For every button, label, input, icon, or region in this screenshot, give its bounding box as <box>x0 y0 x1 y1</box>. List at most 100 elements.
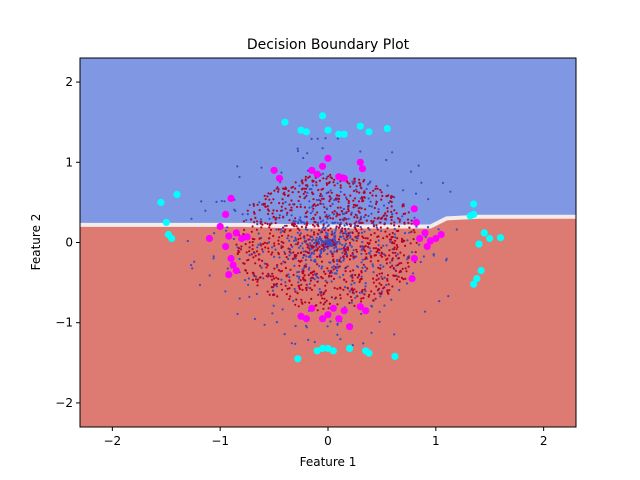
data-point <box>319 194 322 198</box>
data-point <box>305 215 308 218</box>
data-point <box>355 220 358 223</box>
data-point <box>315 236 318 239</box>
data-point <box>270 278 274 281</box>
data-point <box>378 320 381 323</box>
data-point <box>347 217 350 220</box>
data-point <box>339 180 342 183</box>
data-point <box>358 178 361 181</box>
data-point <box>375 194 378 197</box>
data-point <box>403 232 407 235</box>
data-point <box>380 275 383 278</box>
data-point <box>284 207 287 210</box>
data-point <box>304 212 307 215</box>
data-point <box>339 260 343 264</box>
data-point <box>233 208 236 211</box>
data-point <box>288 287 291 290</box>
data-point <box>298 284 301 287</box>
data-point <box>386 210 389 213</box>
data-point <box>267 247 270 250</box>
data-point <box>251 271 254 274</box>
highlight-point <box>365 349 373 357</box>
data-point <box>245 251 248 254</box>
highlight-point <box>225 271 233 279</box>
data-point <box>262 250 265 253</box>
data-point <box>252 204 255 207</box>
data-point <box>329 250 332 253</box>
data-point <box>346 198 349 201</box>
data-point <box>372 277 375 280</box>
data-point <box>309 287 312 290</box>
data-point <box>354 235 357 238</box>
data-point <box>246 272 249 275</box>
data-point <box>238 297 241 300</box>
data-point <box>335 272 338 275</box>
data-point <box>288 203 291 206</box>
data-point <box>355 290 358 293</box>
data-point <box>334 296 337 299</box>
data-point <box>259 218 263 221</box>
data-point <box>385 258 388 261</box>
highlight-point <box>358 165 367 173</box>
data-point <box>322 203 325 206</box>
data-point <box>402 278 405 281</box>
data-point <box>353 281 356 285</box>
data-point <box>315 184 318 187</box>
highlight-point <box>229 261 237 269</box>
data-point <box>340 230 343 233</box>
data-point <box>365 256 368 259</box>
highlight-point <box>302 315 310 323</box>
data-point <box>339 206 342 209</box>
data-point <box>342 232 345 235</box>
data-point <box>334 240 337 243</box>
data-point <box>296 252 300 255</box>
data-point <box>321 147 324 150</box>
data-point <box>272 198 275 201</box>
data-point <box>363 216 366 219</box>
data-point <box>342 219 345 222</box>
data-point <box>270 201 273 204</box>
data-point <box>328 181 331 184</box>
data-point <box>272 304 275 307</box>
data-point <box>290 199 293 202</box>
data-point <box>302 278 305 281</box>
data-point <box>298 184 301 187</box>
data-point <box>385 244 388 247</box>
data-point <box>373 217 376 220</box>
data-point <box>240 245 243 248</box>
data-point <box>331 240 335 243</box>
data-point <box>204 209 207 212</box>
data-point <box>345 236 348 239</box>
data-point <box>419 260 422 264</box>
data-point <box>251 244 254 247</box>
data-point <box>346 181 349 184</box>
data-point <box>395 212 398 215</box>
data-point <box>296 275 299 278</box>
data-point <box>262 242 265 245</box>
data-point <box>383 304 386 307</box>
data-point <box>313 225 316 228</box>
data-point <box>369 180 372 183</box>
data-point <box>277 251 280 254</box>
data-point <box>253 221 256 224</box>
data-point <box>326 236 329 239</box>
data-point <box>303 197 306 200</box>
data-point <box>335 194 338 197</box>
data-point <box>274 221 277 225</box>
data-point <box>367 245 370 248</box>
highlight-point <box>319 162 327 170</box>
data-point <box>394 236 397 239</box>
data-point <box>412 229 415 232</box>
data-point <box>273 189 276 192</box>
data-point <box>371 265 375 268</box>
data-point <box>349 254 352 257</box>
data-point <box>283 224 286 227</box>
data-point <box>293 287 296 291</box>
data-point <box>256 223 259 226</box>
data-point <box>379 254 382 257</box>
data-point <box>260 244 263 247</box>
data-point <box>378 272 381 275</box>
data-point <box>300 283 303 286</box>
data-point <box>349 270 352 273</box>
highlight-point <box>324 311 332 319</box>
data-point <box>388 289 391 292</box>
